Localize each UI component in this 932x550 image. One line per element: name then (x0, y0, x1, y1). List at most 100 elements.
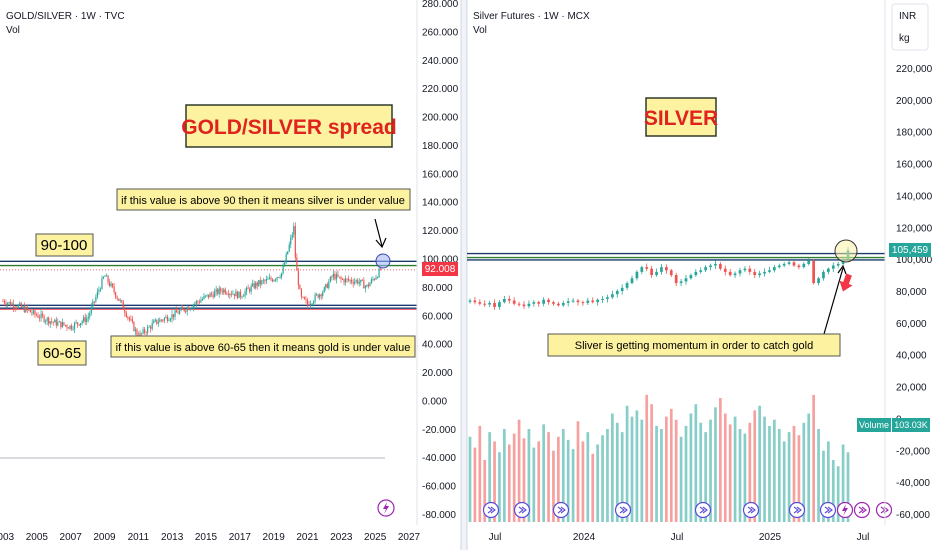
volume-bar (684, 425, 688, 522)
candle-body (361, 279, 363, 281)
candle-body (55, 319, 57, 326)
candle-body (650, 268, 653, 276)
left-last-price-text: 92.008 (425, 264, 456, 275)
lightning-icon[interactable] (377, 499, 395, 517)
dividend-event-icon[interactable] (614, 501, 632, 519)
candle-body (29, 310, 32, 313)
candle-body (758, 273, 761, 276)
dividend-event-icon[interactable] (819, 501, 837, 519)
candle-body (113, 286, 115, 293)
candle-body (95, 296, 97, 302)
candle-body (561, 302, 565, 306)
volume-bar (615, 422, 619, 522)
candle-body (220, 288, 222, 292)
candle-body (287, 251, 289, 255)
lightning-icon[interactable] (836, 501, 854, 519)
candle-body (507, 298, 511, 301)
candle-body (252, 283, 254, 286)
volume-bar (561, 429, 565, 522)
candle-body (244, 291, 246, 296)
candle-body (34, 310, 36, 315)
candle-body (557, 303, 560, 306)
lightning-icon[interactable] (875, 501, 893, 519)
panel-divider[interactable] (461, 0, 467, 550)
candle-body (527, 303, 531, 307)
volume-bar (743, 433, 747, 522)
candle-body (768, 270, 771, 272)
candle-body (674, 275, 678, 284)
candle-body (201, 298, 204, 301)
left-y-tick: 220.000 (422, 84, 459, 95)
candle-body (343, 279, 345, 283)
candle-body (807, 260, 811, 264)
annotation-gold-undervalue-text: if this value is above 60-65 then it mea… (116, 342, 411, 354)
volume-bar (625, 405, 629, 522)
left-y-tick: 260.000 (422, 27, 459, 38)
left-time-axis[interactable]: 2003 2005 2007 2009 2011 2013 2015 2017 2019 2021… (0, 532, 421, 543)
candle-body (522, 304, 526, 307)
candle-body (212, 294, 214, 298)
candle-body (40, 313, 42, 319)
volume-bar (763, 416, 766, 522)
dividend-event-icon[interactable] (694, 501, 712, 519)
volume-bar (812, 394, 815, 522)
right-y-tick: 140,000 (896, 191, 932, 202)
candle-body (92, 301, 94, 307)
candle-body (250, 285, 252, 292)
candle-body (329, 276, 331, 282)
volume-bar (714, 407, 717, 522)
candle-body (552, 302, 555, 304)
candle-body (291, 234, 293, 238)
candle-body (69, 325, 71, 329)
candle-body (89, 313, 91, 317)
volume-bar (493, 441, 496, 522)
level-90-100-label: 90-100 (35, 233, 94, 257)
annotation-silver-momentum-text: Sliver is getting momentum in order to c… (575, 340, 813, 352)
candle-body (206, 294, 208, 296)
candle-body (172, 314, 175, 317)
dividend-event-icon[interactable] (788, 501, 806, 519)
volume-bar (483, 460, 487, 522)
right-time-axis[interactable]: Jul 2024 Jul 2025 Jul (489, 532, 870, 543)
dividend-event-icon[interactable] (552, 501, 570, 519)
gold-silver-chart[interactable]: GOLD/SILVER · 1W · TVC Vol GOLD/SILVER s… (0, 11, 417, 517)
candle-body (10, 302, 12, 306)
candle-body (340, 277, 342, 280)
candle-body (547, 299, 550, 303)
lightning-icon[interactable] (853, 501, 871, 519)
candle-body (162, 320, 164, 321)
silver-futures-chart[interactable]: Silver Futures · 1W · MCX Vol SILVER Sli… (467, 11, 893, 522)
candle-body (277, 277, 280, 279)
candle-body (75, 322, 77, 324)
candle-body (571, 300, 575, 302)
candle-body (81, 321, 83, 323)
volume-bar (537, 441, 541, 522)
dividend-event-icon[interactable] (742, 501, 760, 519)
candle-body (165, 316, 167, 319)
volume-bar (836, 466, 840, 522)
candle-body (227, 293, 229, 296)
red-arrow-icon (839, 273, 853, 292)
right-y-tick: 60,000 (896, 319, 927, 330)
candle-body (119, 300, 121, 302)
candle-body (235, 291, 237, 297)
dividend-event-icon[interactable] (513, 501, 531, 519)
candle-body (192, 304, 194, 308)
currency-unit-selector[interactable]: INR kg (891, 3, 929, 51)
candle-body (694, 271, 698, 276)
candle-body (753, 271, 757, 276)
dividend-event-icon[interactable] (482, 501, 500, 519)
candle-body (322, 292, 324, 296)
candle-body (299, 285, 301, 290)
right-y-tick: -40,000 (896, 478, 930, 489)
volume-bar (817, 429, 820, 522)
volume-bar (787, 432, 791, 522)
volume-bar (542, 424, 545, 522)
volume-bar (478, 425, 482, 522)
silver-title-box: SILVER (644, 97, 718, 137)
candle-body (77, 322, 79, 325)
left-price-axis[interactable]: 280.000 260.000 240.000 220.000 200.000 180.0… (416, 0, 459, 525)
candle-body (154, 319, 156, 322)
right-price-axis[interactable]: 220,000 200,000 180,000 160,000 140,000 120,0… (884, 0, 932, 525)
candle-body (311, 303, 313, 305)
